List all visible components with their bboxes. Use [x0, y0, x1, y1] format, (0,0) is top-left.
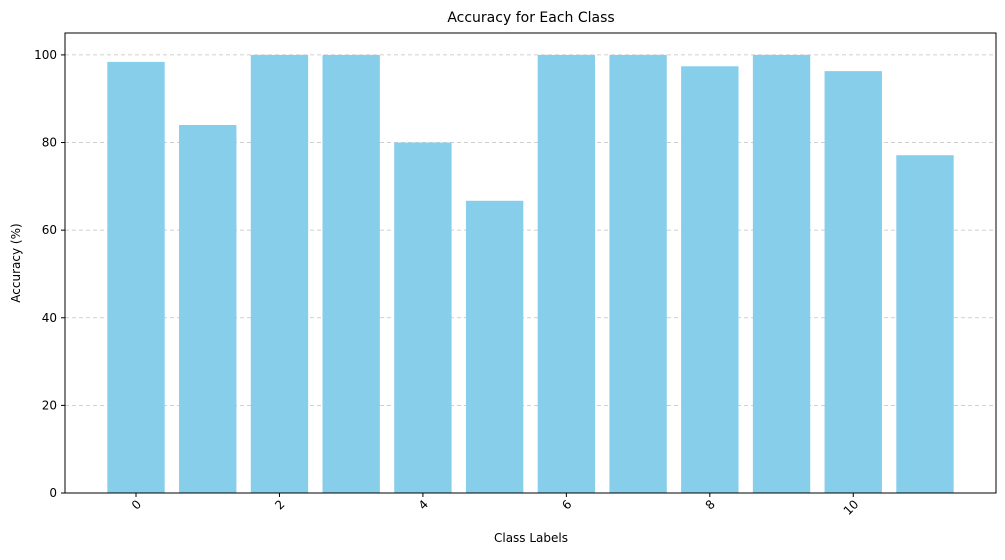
y-tick-label: 80: [42, 136, 57, 150]
plot-frame: [64, 32, 997, 494]
y-tick-label: 40: [42, 311, 57, 325]
y-tick-label: 100: [34, 48, 57, 62]
x-tick-label: 6: [559, 497, 574, 512]
bar-class-5: [465, 200, 524, 494]
bar-class-2: [250, 54, 309, 494]
bar-class-3: [322, 54, 380, 494]
y-axis: 0 20 40 60 80 100: [34, 48, 65, 500]
x-tick-label: 2: [272, 497, 287, 512]
chart-title: Accuracy for Each Class: [447, 10, 614, 26]
bar-class-9: [752, 54, 811, 494]
bars: [107, 54, 954, 494]
bar-class-10: [824, 71, 882, 493]
bar-class-0: [107, 61, 165, 494]
x-tick-label: 10: [841, 497, 862, 518]
x-tick-label: 4: [416, 497, 431, 512]
bar-class-6: [537, 54, 596, 494]
bar-class-7: [609, 54, 667, 494]
x-axis: 0 2 4 6 8 10: [129, 493, 862, 518]
x-tick-label: 8: [703, 497, 718, 512]
y-tick-label: 60: [42, 223, 57, 237]
x-axis-label: Class Labels: [494, 531, 568, 545]
bar-class-11: [896, 155, 954, 493]
bar-class-8: [681, 66, 739, 494]
y-axis-label: Accuracy (%): [9, 223, 23, 302]
bar-class-4: [394, 142, 452, 493]
y-tick-label: 20: [42, 398, 57, 412]
bar-class-1: [179, 125, 237, 493]
x-tick-label: 0: [129, 497, 144, 512]
y-tick-label: 0: [49, 486, 57, 500]
